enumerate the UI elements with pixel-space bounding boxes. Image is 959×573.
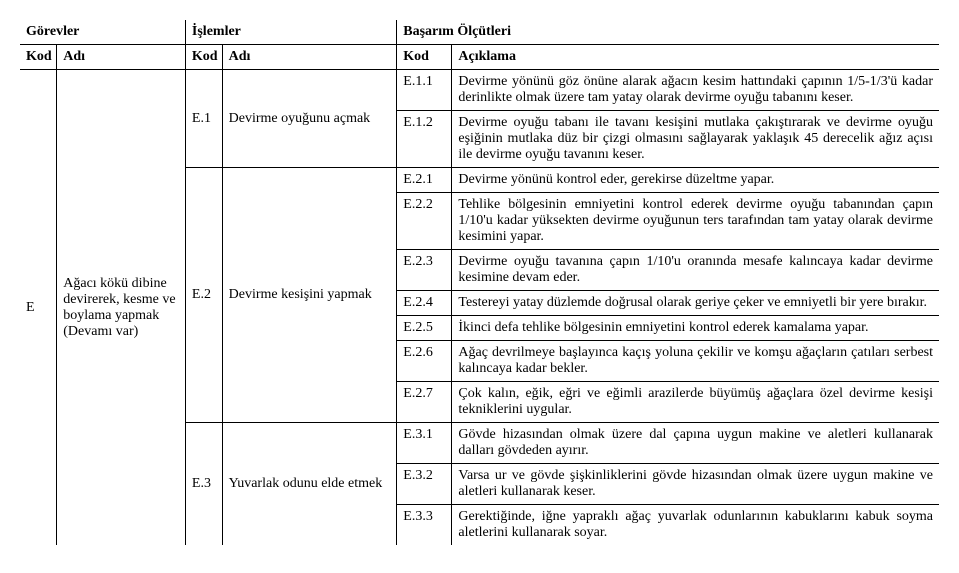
header-kod-3: Kod	[397, 45, 452, 70]
crit-text: Devirme yönünü kontrol eder, gerekirse d…	[452, 168, 939, 193]
crit-text: İkinci defa tehlike bölgesinin emniyetin…	[452, 316, 939, 341]
table-row: E Ağacı kökü dibine devirerek, kesme ve …	[20, 70, 939, 111]
header-row-1: Görevler İşlemler Başarım Ölçütleri	[20, 20, 939, 45]
group-adi: Ağacı kökü dibine devirerek, kesme ve bo…	[57, 70, 186, 546]
crit-kod: E.3.1	[397, 423, 452, 464]
criteria-table: Görevler İşlemler Başarım Ölçütleri Kod …	[20, 20, 939, 545]
crit-kod: E.2.3	[397, 250, 452, 291]
crit-kod: E.3.3	[397, 505, 452, 546]
crit-kod: E.3.2	[397, 464, 452, 505]
crit-kod: E.1.2	[397, 111, 452, 168]
crit-text: Gövde hizasından olmak üzere dal çapına …	[452, 423, 939, 464]
op2-kod: E.2	[185, 168, 222, 423]
op2-adi: Devirme kesişini yapmak	[222, 168, 397, 423]
header-row-2: Kod Adı Kod Adı Kod Açıklama	[20, 45, 939, 70]
crit-text: Ağaç devrilmeye başlayınca kaçış yoluna …	[452, 341, 939, 382]
header-adi-2: Adı	[222, 45, 397, 70]
header-aciklama: Açıklama	[452, 45, 939, 70]
crit-text: Devirme oyuğu tavanına çapın 1/10'u oran…	[452, 250, 939, 291]
crit-kod: E.2.1	[397, 168, 452, 193]
op3-adi: Yuvarlak odunu elde etmek	[222, 423, 397, 546]
header-adi-1: Adı	[57, 45, 186, 70]
crit-kod: E.2.6	[397, 341, 452, 382]
crit-text: Çok kalın, eğik, eğri ve eğimli araziler…	[452, 382, 939, 423]
crit-text: Devirme yönünü göz önüne alarak ağacın k…	[452, 70, 939, 111]
crit-kod: E.2.2	[397, 193, 452, 250]
header-kod-2: Kod	[185, 45, 222, 70]
crit-kod: E.2.5	[397, 316, 452, 341]
header-gorevler: Görevler	[20, 20, 185, 45]
op3-kod: E.3	[185, 423, 222, 546]
header-kod-1: Kod	[20, 45, 57, 70]
crit-text: Varsa ur ve gövde şişkinliklerini gövde …	[452, 464, 939, 505]
crit-text: Gerektiğinde, iğne yapraklı ağaç yuvarla…	[452, 505, 939, 546]
crit-text: Tehlike bölgesinin emniyetini kontrol ed…	[452, 193, 939, 250]
crit-kod: E.2.7	[397, 382, 452, 423]
op1-kod: E.1	[185, 70, 222, 168]
crit-kod: E.1.1	[397, 70, 452, 111]
crit-kod: E.2.4	[397, 291, 452, 316]
crit-text: Devirme oyuğu tabanı ile tavanı kesişini…	[452, 111, 939, 168]
header-islemler: İşlemler	[185, 20, 396, 45]
header-basarim: Başarım Ölçütleri	[397, 20, 939, 45]
crit-text: Testereyi yatay düzlemde doğrusal olarak…	[452, 291, 939, 316]
op1-adi: Devirme oyuğunu açmak	[222, 70, 397, 168]
group-kod: E	[20, 70, 57, 546]
